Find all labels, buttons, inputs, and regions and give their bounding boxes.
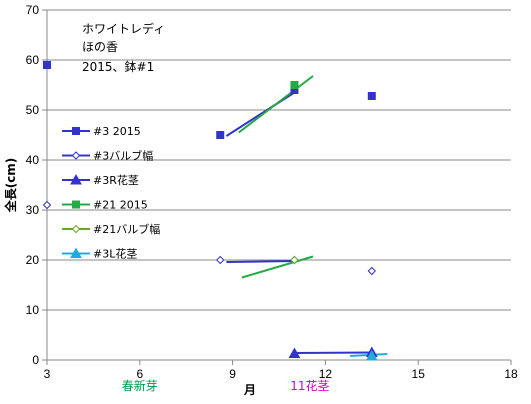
legend-marker	[71, 224, 81, 234]
legend-marker	[70, 247, 82, 258]
data-point	[288, 347, 301, 358]
x-tick-label: 9	[229, 367, 236, 381]
trend-line-2	[238, 75, 314, 134]
legend: #3 2015 #3バルブ幅 #3R花茎 #21 2015 #21バルブ幅 #3L花茎	[62, 125, 160, 261]
y-axis-title: 全長(cm)	[3, 158, 18, 214]
series-6	[365, 349, 378, 361]
y-tick-label: 60	[26, 53, 40, 67]
gridlines	[47, 9, 511, 311]
y-tick-label: 20	[26, 253, 40, 267]
title-line-2: ほの香	[82, 40, 118, 54]
annotation-label: 11花茎	[290, 378, 329, 393]
y-tick-label: 50	[26, 103, 40, 117]
trend-line-5	[294, 351, 372, 354]
title-line-3: 2015、鉢#1	[82, 60, 154, 74]
trend-line-3	[226, 260, 295, 263]
legend-label: #3 2015	[93, 125, 141, 138]
legend-label: #3バルブ幅	[93, 149, 153, 163]
legend-marker	[70, 173, 82, 185]
data-point	[367, 92, 376, 100]
x-tick-label: 15	[412, 367, 426, 381]
legend-label: #21バルブ幅	[93, 222, 160, 236]
data-point	[42, 200, 52, 210]
legend-item: #3バルブ幅	[62, 149, 153, 163]
series-1	[43, 61, 376, 139]
chart-title: ホワイトレディ ほの香 2015、鉢#1	[82, 21, 165, 74]
y-tick-label: 70	[26, 3, 40, 17]
x-axis-title: 月	[243, 383, 256, 397]
y-tick-label: 40	[26, 153, 40, 167]
data-point	[216, 255, 225, 265]
legend-marker	[72, 127, 80, 135]
series-4	[290, 81, 299, 89]
series-5	[290, 255, 299, 265]
data-point	[365, 349, 378, 361]
x-tick-label: 18	[504, 367, 518, 381]
y-tick-label: 0	[32, 353, 39, 367]
data-point	[43, 61, 51, 69]
trend-line-4	[241, 255, 314, 279]
legend-item: #3R花茎	[62, 173, 139, 187]
legend-label: #3L花茎	[93, 248, 137, 261]
x-tick-label: 3	[44, 367, 51, 381]
x-tick-label: 12	[319, 367, 333, 381]
legend-item: #3L花茎	[62, 247, 137, 261]
x-tick-label: 6	[136, 367, 143, 381]
legend-item: #21 2015	[62, 199, 148, 212]
legend-item: #21バルブ幅	[62, 222, 160, 236]
annotation-label: 春新芽	[122, 378, 158, 393]
legend-item: #3 2015	[62, 125, 141, 138]
y-tick-label: 30	[26, 203, 40, 217]
legend-label: #3R花茎	[93, 174, 139, 187]
legend-label: #21 2015	[93, 199, 148, 212]
y-tick-label: 10	[26, 303, 40, 317]
legend-marker	[71, 151, 81, 160]
data-point	[216, 131, 225, 139]
data-point	[290, 81, 299, 89]
data-point	[290, 255, 299, 265]
series-group	[42, 61, 378, 361]
data-point	[367, 266, 377, 276]
annotations: 春新芽 11花茎	[122, 378, 330, 393]
title-line-1: ホワイトレディ	[82, 21, 165, 36]
legend-marker	[72, 200, 80, 209]
